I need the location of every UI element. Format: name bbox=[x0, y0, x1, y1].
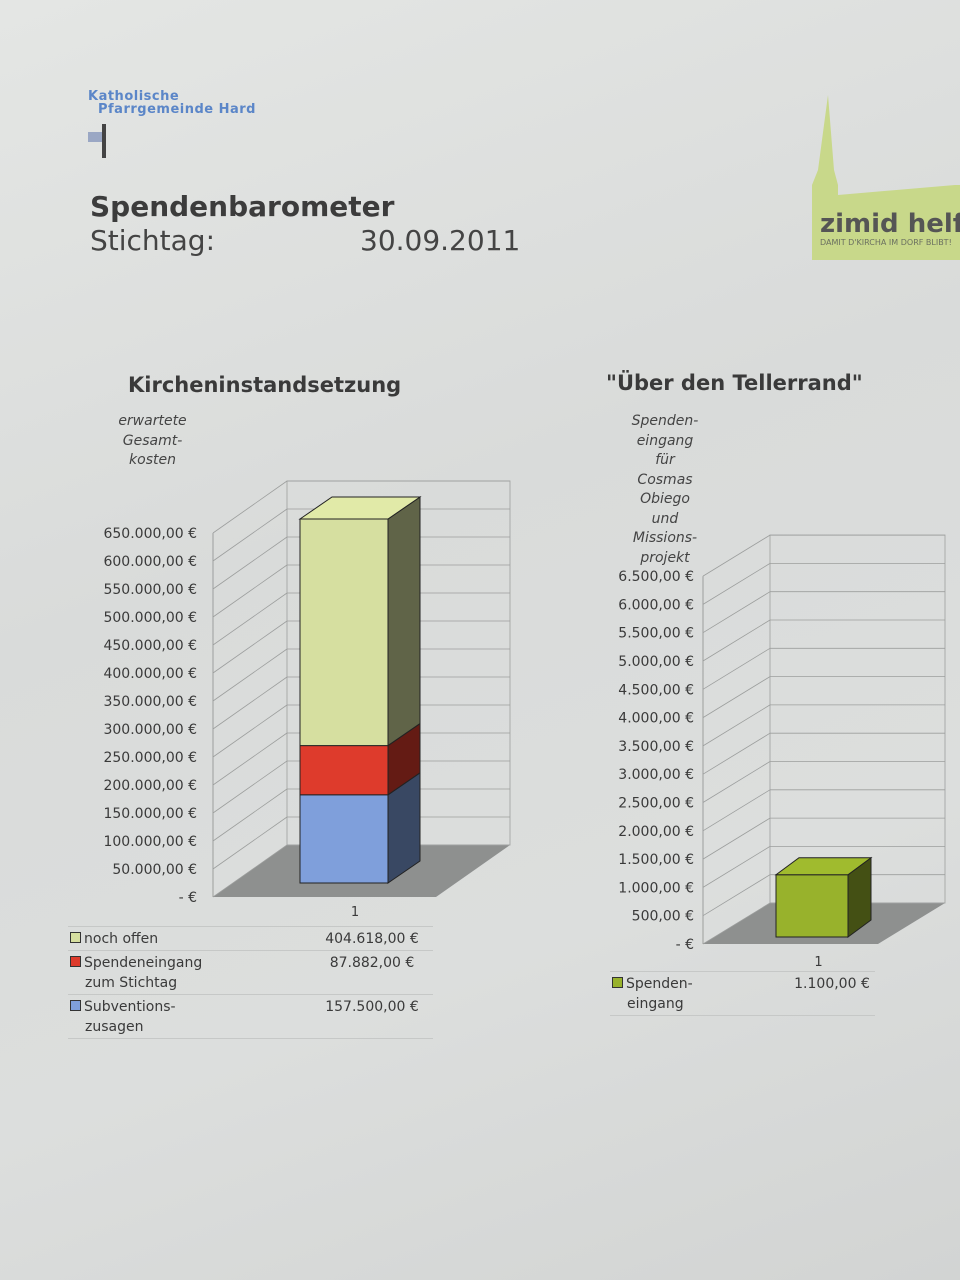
gridline-side bbox=[702, 761, 771, 803]
legend-swatch bbox=[612, 977, 623, 988]
gridline-side bbox=[702, 591, 771, 634]
gridline-side bbox=[702, 789, 771, 832]
legend-label: noch offen bbox=[84, 931, 159, 947]
legend-label: Spenden-eingang bbox=[626, 976, 693, 1012]
y-tick-label: 4.500,00 € bbox=[618, 682, 694, 698]
category-label: 1 bbox=[351, 905, 359, 920]
svg-text:DAMIT D'KIRCHA IM DORF BLIBT!: DAMIT D'KIRCHA IM DORF BLIBT! bbox=[820, 238, 952, 247]
y-tick-label: 500,00 € bbox=[632, 909, 694, 925]
gridline-side bbox=[702, 619, 771, 662]
y-tick-label: 650.000,00 € bbox=[103, 526, 197, 542]
y-tick-label: 400.000,00 € bbox=[103, 666, 197, 682]
legend-row: Spendeneingang zum Stichtag 87.882,00 € bbox=[68, 950, 433, 997]
legend-value: 157.500,00 € bbox=[325, 999, 419, 1015]
chart-1-title: Kircheninstandsetzung bbox=[128, 373, 402, 397]
y-tick-label: 600.000,00 € bbox=[103, 554, 197, 570]
chart-1-ylabel: erwartete Gesamt-kosten bbox=[118, 413, 187, 468]
y-tick-label: 200.000,00 € bbox=[103, 778, 197, 794]
y-tick-label: 300.000,00 € bbox=[103, 722, 197, 738]
gridline-side bbox=[702, 732, 771, 775]
y-tick-label: 1.000,00 € bbox=[618, 880, 694, 896]
legend-bottom-rule bbox=[610, 1015, 875, 1016]
chart-2-ylabel: Spenden-eingang für Cosmas Obiego und Mission… bbox=[631, 413, 699, 566]
legend-value: 404.618,00 € bbox=[325, 931, 419, 947]
legend-swatch bbox=[70, 1000, 81, 1011]
legend-value: 87.882,00 € bbox=[329, 955, 415, 971]
y-tick-label: - € bbox=[676, 937, 694, 953]
page-title: Spendenbarometer bbox=[90, 190, 395, 223]
chart-back-wall bbox=[769, 534, 946, 904]
y-tick-label: - € bbox=[179, 890, 197, 906]
gridline-side bbox=[702, 902, 771, 945]
y-tick-label: 3.500,00 € bbox=[618, 739, 694, 755]
y-tick-label: 2.000,00 € bbox=[618, 824, 694, 840]
gridline-side bbox=[702, 647, 771, 690]
gridline-side bbox=[212, 788, 288, 842]
gridline-side bbox=[702, 704, 771, 747]
gridline-side bbox=[702, 563, 771, 605]
gridline-side bbox=[702, 846, 771, 888]
legend-swatch bbox=[70, 956, 81, 967]
gridline-side bbox=[212, 480, 288, 534]
y-tick-label: 50.000,00 € bbox=[112, 862, 197, 878]
legend-row: Subventions-zusagen 157.500,00 € bbox=[68, 994, 433, 1041]
logo-line-2: Pfarrgemeinde Hard bbox=[98, 102, 256, 117]
y-tick-label: 250.000,00 € bbox=[103, 750, 197, 766]
y-tick-label: 6.500,00 € bbox=[618, 569, 694, 585]
legend-row: noch offen 404.618,00 € bbox=[68, 926, 433, 953]
y-tick-label: 150.000,00 € bbox=[103, 806, 197, 822]
y-tick-label: 4.000,00 € bbox=[618, 711, 694, 727]
gridline-side bbox=[702, 534, 771, 577]
gridline-side bbox=[702, 817, 771, 860]
legend-swatch bbox=[70, 932, 81, 943]
y-tick-label: 5.500,00 € bbox=[618, 626, 694, 642]
gridline-side bbox=[212, 536, 288, 590]
stichtag-date: 30.09.2011 bbox=[360, 224, 521, 257]
parish-logo: Katholische Pfarrgemeinde Hard bbox=[88, 89, 256, 164]
gridline-side bbox=[212, 620, 288, 674]
y-tick-label: 550.000,00 € bbox=[103, 582, 197, 598]
bar-segment-subventions-zusagen bbox=[299, 794, 389, 884]
gridline-side bbox=[702, 874, 771, 917]
y-tick-label: 3.000,00 € bbox=[618, 767, 694, 783]
y-tick-label: 500.000,00 € bbox=[103, 610, 197, 626]
legend-label: Subventions-zusagen bbox=[84, 999, 176, 1035]
bar-segment-noch-offen bbox=[299, 518, 389, 747]
y-tick-label: 6.000,00 € bbox=[618, 597, 694, 613]
gridline-side bbox=[212, 648, 288, 702]
legend-label: Spendeneingang zum Stichtag bbox=[84, 955, 203, 991]
legend-row: Spenden-eingang 1.100,00 € bbox=[610, 971, 875, 1018]
y-tick-label: 2.500,00 € bbox=[618, 796, 694, 812]
gridline-side bbox=[212, 704, 288, 758]
y-tick-label: 100.000,00 € bbox=[103, 834, 197, 850]
zimid-helfo-logo: zimid helfo DAMIT D'KIRCHA IM DORF BLIBT… bbox=[812, 95, 960, 260]
gridline-side bbox=[212, 564, 288, 618]
y-tick-label: 1.500,00 € bbox=[618, 852, 694, 868]
bar-segment-spendeneingangzum-stichtag bbox=[299, 745, 389, 796]
gridline-side bbox=[212, 816, 288, 870]
bar-segment-spenden-eingang-top bbox=[774, 857, 873, 876]
svg-text:zimid helfo: zimid helfo bbox=[820, 209, 960, 239]
legend-bottom-rule bbox=[68, 1038, 433, 1039]
church-emblem-icon bbox=[88, 124, 106, 164]
category-label: 1 bbox=[814, 955, 822, 970]
y-tick-label: 450.000,00 € bbox=[103, 638, 197, 654]
bar-segment-noch-offen-top bbox=[298, 496, 422, 520]
y-tick-label: 5.000,00 € bbox=[618, 654, 694, 670]
bar-segment-spenden-eingang bbox=[775, 874, 849, 938]
gridline-side bbox=[212, 732, 288, 786]
gridline-side bbox=[212, 844, 288, 898]
bar-segment-noch-offen-side bbox=[387, 496, 421, 747]
gridline-side bbox=[212, 592, 288, 646]
gridline-side bbox=[212, 676, 288, 730]
gridline-side bbox=[212, 760, 288, 814]
gridline-side bbox=[702, 676, 771, 718]
legend-value: 1.100,00 € bbox=[794, 976, 870, 992]
stichtag-label: Stichtag: bbox=[90, 224, 216, 257]
chart-2-title: "Über den Tellerrand" bbox=[606, 371, 863, 395]
y-tick-label: 350.000,00 € bbox=[103, 694, 197, 710]
gridline-side bbox=[212, 508, 288, 562]
logo-line-1: Katholische bbox=[88, 89, 180, 104]
